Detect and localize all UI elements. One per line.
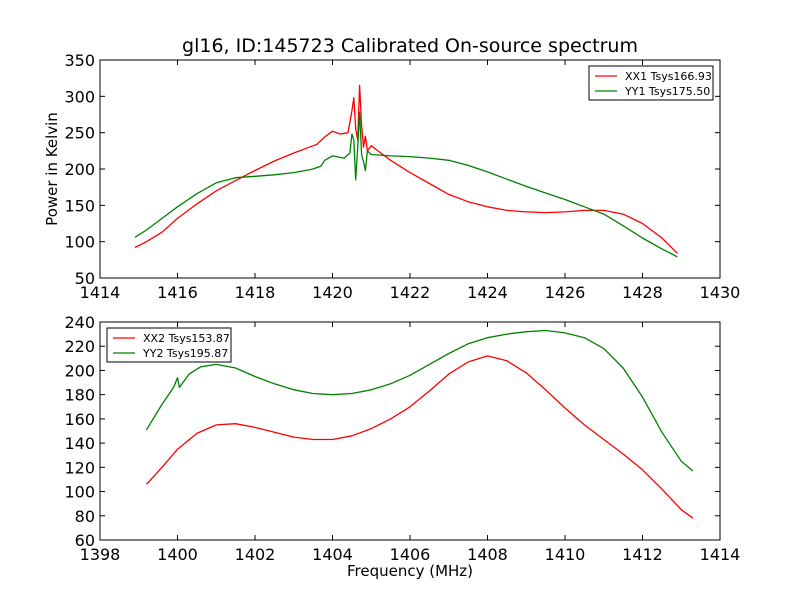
panel-2-y-tick-label: 120 [64,458,95,477]
panel-2-y-tick-label: 100 [64,483,95,502]
panel-2-y-tick-label: 160 [64,410,95,429]
panel-2: 1398 1400 1402 1404 1406 1408 1410 1412 1414 60 80… [64,313,740,580]
panel-2-series-1-line [146,355,694,519]
panel-1-legend-box [588,65,714,101]
panel-1-title: gl16, ID:145723 Calibrated On-source spe… [182,35,638,57]
panel-1-x-tick-label: 1428 [622,283,663,302]
panel-2-y-tick-label: 180 [64,386,95,405]
panel-2-x-tick-label: 1410 [545,545,586,564]
panel-2-y-tick-label: 60 [75,531,95,550]
panel-1-x-tick-label: 1424 [467,283,508,302]
panel-1-y-tick-label: 100 [64,233,95,252]
panel-2-series-2-line [145,329,694,472]
panel-1-x-tick-label: 1416 [157,283,198,302]
panel-1-y-tick-label: 200 [64,160,95,179]
panel-1-x-tick-label: 1420 [312,283,353,302]
panel-2-legend-entry-2: YY2 Tsys195.87 [142,347,228,360]
panel-2-y-tick-label: 80 [75,507,95,526]
panel-1-legend-entry-1: XX1 Tsys166.93 [625,70,712,83]
panel-2-legend-entry-1: XX2 Tsys153.87 [143,332,230,345]
panel-2-y-tick-label: 240 [64,313,95,332]
panel-1-y-tick-label: 300 [64,87,95,106]
panel-2-x-tick-label: 1400 [157,545,198,564]
panel-1-x-tick-label: 1426 [545,283,586,302]
panel-1-legend: XX1 Tsys166.93 YY1 Tsys175.50 [588,65,714,101]
panel-2-x-tick-label: 1402 [235,545,276,564]
panel-1-series-1-line [134,84,678,254]
panel-1-y-tick-label: 150 [64,196,95,215]
panel-1-series-2-line [134,111,678,258]
panel-2-legend: XX2 Tsys153.87 YY2 Tsys195.87 [106,327,232,363]
panel-2-x-tick-label: 1408 [467,545,508,564]
panel-1-y-tick-label: 250 [64,124,95,143]
panel-1-x-tick-label: 1422 [390,283,431,302]
panel-1-x-tick-label: 1418 [235,283,276,302]
panel-2-y-tick-label: 200 [64,361,95,380]
panel-2-x-tick-label: 1398 [80,545,121,564]
panel-2-x-tick-label: 1406 [390,545,431,564]
panel-2-y-tick-label: 140 [64,434,95,453]
panel-1-x-tick-label: 1430 [700,283,741,302]
panel-2-x-axis-label: Frequency (MHz) [347,562,473,580]
panel-1-y-tick-label: 50 [75,269,95,288]
panel-2-legend-box [106,327,232,363]
panel-2-x-tick-label: 1404 [312,545,353,564]
panel-1-x-tick-label: 1414 [80,283,121,302]
panel-2-x-tick-label: 1412 [622,545,663,564]
panel-1-y-tick-label: 350 [64,51,95,70]
panel-1: 1414 1416 1418 1420 1422 1424 1426 1428 1430 50 10… [43,35,740,302]
panel-1-y-axis-label: Power in Kelvin [43,112,61,226]
panel-2-y-tick-label: 220 [64,337,95,356]
panel-1-legend-entry-2: YY1 Tsys175.50 [624,85,710,98]
panel-2-x-tick-label: 1414 [700,545,741,564]
